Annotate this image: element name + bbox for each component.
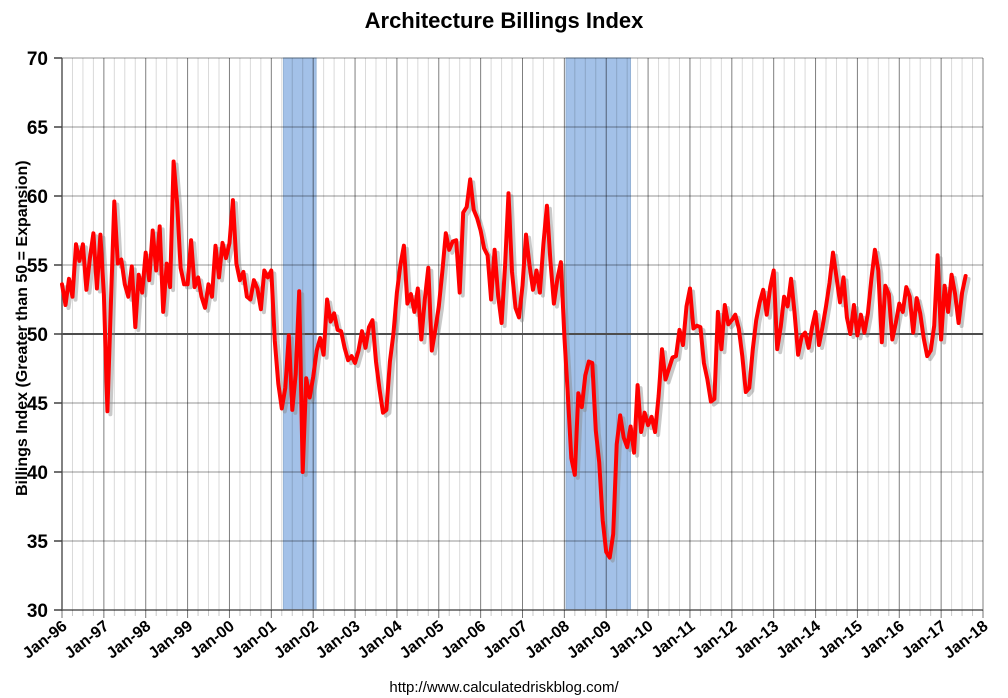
abi-line xyxy=(60,159,968,560)
abi-line-shadow xyxy=(63,162,971,563)
x-tick-label: Jan-03 xyxy=(313,618,363,663)
x-tick-label: Jan-18 xyxy=(941,618,991,663)
y-tick-label: 50 xyxy=(27,325,48,346)
x-tick-label: Jan-15 xyxy=(815,618,865,663)
x-tick-label: Jan-12 xyxy=(690,618,740,663)
y-tick-label: 60 xyxy=(27,187,48,208)
x-tick-label: Jan-09 xyxy=(564,618,614,663)
x-tick-label: Jan-99 xyxy=(146,618,196,663)
x-tick-label: Jan-07 xyxy=(481,618,531,663)
y-axis-title: Billings Index (Greater than 50 = Expans… xyxy=(14,160,31,496)
x-tick-label: Jan-02 xyxy=(271,618,321,663)
x-tick-label: Jan-04 xyxy=(355,618,405,663)
x-tick-label: Jan-17 xyxy=(899,618,949,663)
y-tick-label: 65 xyxy=(27,118,49,139)
x-tick-label: Jan-01 xyxy=(229,618,279,663)
y-tick-label: 30 xyxy=(27,601,48,622)
x-tick-label: Jan-98 xyxy=(104,618,154,663)
x-tick-label: Jan-05 xyxy=(397,618,447,663)
x-tick-label: Jan-00 xyxy=(187,618,237,663)
x-tick-label: Jan-06 xyxy=(439,618,489,663)
x-tick-label: Jan-11 xyxy=(649,618,699,662)
x-tick-label: Jan-13 xyxy=(732,618,782,663)
y-tick-label: 70 xyxy=(27,49,48,70)
y-tick-label: 45 xyxy=(27,394,49,415)
x-tick-label: Jan-96 xyxy=(20,618,70,663)
y-tick-label: 40 xyxy=(27,463,48,484)
x-tick-label: Jan-16 xyxy=(857,618,907,663)
x-tick-label: Jan-08 xyxy=(522,618,572,663)
y-tick-label: 55 xyxy=(27,256,49,277)
x-tick-label: Jan-14 xyxy=(774,618,824,663)
source-url: http://www.calculatedriskblog.com/ xyxy=(389,679,619,696)
x-tick-label: Jan-10 xyxy=(606,618,656,663)
y-tick-label: 35 xyxy=(27,532,49,553)
x-tick-label: Jan-97 xyxy=(62,618,112,663)
chart-title: Architecture Billings Index xyxy=(364,8,644,33)
